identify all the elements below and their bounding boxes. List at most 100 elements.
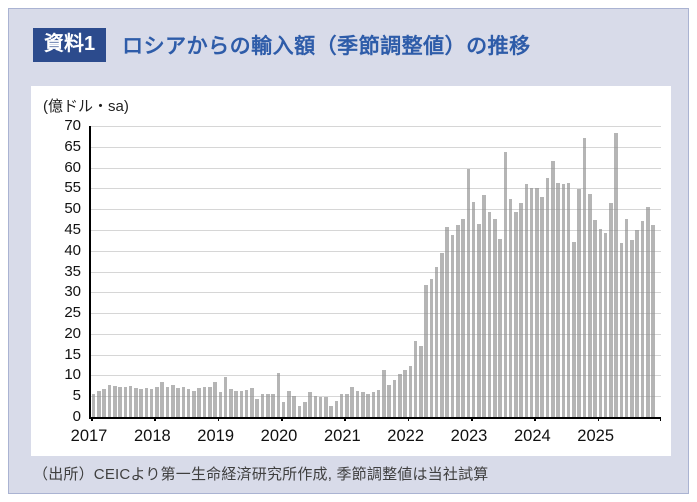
bar <box>587 194 592 417</box>
bar <box>334 400 339 417</box>
x-axis-tick <box>471 417 473 421</box>
figure-number-badge: 資料1 <box>33 28 107 62</box>
bar <box>503 151 508 417</box>
bar <box>397 373 402 417</box>
bar <box>234 391 238 417</box>
bar <box>366 394 370 417</box>
bar <box>350 386 355 417</box>
bar <box>640 220 645 417</box>
bar <box>308 392 312 417</box>
bar <box>461 218 465 417</box>
bar <box>403 370 407 417</box>
gridline <box>91 229 661 231</box>
bar <box>276 373 281 417</box>
bar <box>619 242 624 417</box>
bar <box>160 382 165 417</box>
y-tick-label: 65 <box>64 137 81 155</box>
bar <box>339 394 344 417</box>
y-tick-label: 30 <box>64 283 81 301</box>
bar <box>260 394 265 417</box>
bar <box>545 178 550 417</box>
bar <box>614 132 618 417</box>
bar <box>123 387 128 417</box>
bar <box>487 212 492 417</box>
bar <box>529 188 534 417</box>
y-tick-label: 5 <box>72 387 81 405</box>
bar <box>207 386 212 417</box>
bar <box>524 184 529 417</box>
bar <box>514 212 518 417</box>
bar <box>223 377 228 417</box>
bar <box>598 228 603 417</box>
bar <box>139 389 143 417</box>
bar <box>102 389 106 417</box>
gridline <box>91 313 661 315</box>
bar <box>165 387 170 417</box>
bar <box>149 389 154 417</box>
bar <box>134 387 138 417</box>
bar <box>519 202 523 417</box>
x-axis-tick <box>407 417 410 421</box>
bar <box>556 183 560 417</box>
gridline <box>91 354 661 356</box>
bar <box>181 387 186 417</box>
y-tick-label: 45 <box>64 220 81 238</box>
gridline <box>91 396 661 398</box>
x-axis-tick <box>534 417 536 421</box>
bar <box>281 402 286 417</box>
y-tick-label: 10 <box>64 366 81 384</box>
bar <box>244 389 249 417</box>
bar <box>171 384 175 417</box>
gridline <box>91 250 661 252</box>
bar <box>392 380 397 417</box>
bar <box>297 405 302 417</box>
x-year-label: 2019 <box>197 427 235 445</box>
bar <box>572 241 576 417</box>
bar <box>318 397 323 417</box>
bar <box>540 196 545 417</box>
bar <box>577 189 581 417</box>
bar <box>445 227 450 417</box>
gridline <box>91 271 661 273</box>
gridline <box>91 188 661 190</box>
gridline <box>91 375 661 377</box>
bar <box>593 220 597 417</box>
figure-header: 資料1 ロシアからの輸入額（季節調整値）の推移 <box>33 25 531 65</box>
x-axis-tick <box>344 417 346 421</box>
bar <box>176 387 180 417</box>
bar <box>646 207 650 417</box>
bar <box>271 394 275 417</box>
bar <box>287 390 291 417</box>
bar <box>382 370 386 417</box>
bar <box>551 160 555 417</box>
bar <box>413 340 418 417</box>
bar <box>635 229 640 417</box>
x-axis-tick <box>217 417 220 421</box>
bar <box>229 389 233 417</box>
bar <box>419 345 423 417</box>
y-tick-label: 25 <box>64 304 81 322</box>
bar <box>609 202 613 417</box>
gridline <box>91 167 661 169</box>
bar <box>456 225 460 417</box>
gridline <box>91 292 661 294</box>
y-tick-label: 70 <box>64 117 81 134</box>
figure-title: ロシアからの輸入額（季節調整値）の推移 <box>122 35 531 58</box>
bar <box>450 234 455 417</box>
bar <box>112 385 117 417</box>
bar <box>508 198 513 417</box>
x-axis-end-tick <box>659 417 661 421</box>
figure-frame: 資料1 ロシアからの輸入額（季節調整値）の推移 (億ドル・sa) 0 5 10 15 2… <box>8 8 689 494</box>
bar <box>434 266 439 417</box>
x-axis-tick <box>597 417 600 421</box>
bar <box>561 184 566 417</box>
x-year-label: 2024 <box>513 427 551 445</box>
bar <box>144 387 149 417</box>
bar <box>107 384 112 417</box>
bar <box>361 392 365 417</box>
gridline <box>91 333 661 335</box>
bar <box>329 405 333 417</box>
x-year-label: 2020 <box>260 427 298 445</box>
bar <box>492 218 497 417</box>
bar <box>424 285 428 417</box>
